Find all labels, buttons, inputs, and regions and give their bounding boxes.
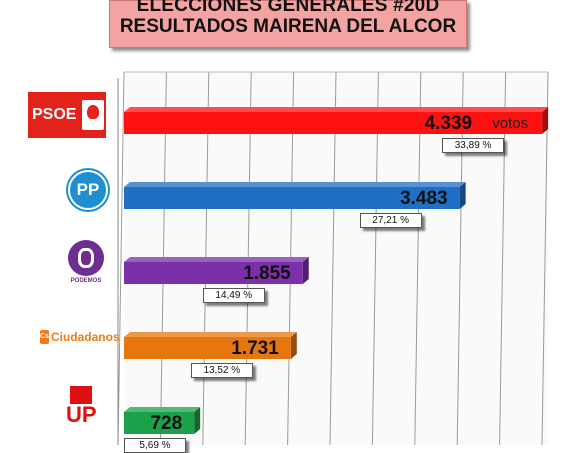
grid-line: [371, 71, 379, 445]
ciudadanos-logo: Cs Ciudadanos: [40, 326, 120, 348]
grid-line: [414, 71, 422, 445]
ciudadanos-logo-text: Ciudadanos: [50, 330, 120, 344]
bar-top: [124, 107, 549, 112]
bar-value-label: 728: [150, 413, 182, 434]
psoe-logo-text: PSOE: [32, 106, 77, 123]
iu-flag-icon: [70, 386, 92, 404]
bar-value-label: 1.731: [231, 338, 279, 359]
pp-logo-text: PP: [76, 180, 100, 199]
grid-line: [499, 71, 507, 445]
ciudadanos-badge-icon: Cs: [40, 330, 49, 344]
bar-top: [124, 407, 201, 412]
bar: [124, 412, 195, 434]
grid-line: [117, 71, 125, 445]
bar-side: [302, 257, 309, 284]
bar-side: [459, 182, 466, 209]
rose-fist-icon: [82, 100, 105, 130]
bar-percent-label: 14,49 %: [202, 288, 265, 303]
bar: [124, 262, 303, 284]
podemos-logo-text: PODEMOS: [70, 278, 102, 284]
bar-value-label: 3.483: [400, 188, 448, 209]
bar: [124, 337, 291, 359]
bar-side: [290, 332, 297, 359]
pp-logo: PP: [68, 170, 108, 210]
bar-top: [124, 257, 309, 262]
bar-percent-label: 33,89 %: [442, 138, 505, 153]
podemos-logo: PODEMOS: [64, 240, 108, 288]
bar-percent-label: 13,52 %: [190, 363, 253, 378]
bar-value-label: 1.855: [243, 263, 291, 284]
psoe-logo: PSOE: [28, 92, 106, 138]
bar-side: [542, 107, 549, 134]
bar: [124, 112, 543, 134]
bar: [124, 187, 460, 209]
chart-title-box: ELECCIONES GENERALES #20D RESULTADOS MAI…: [109, 0, 467, 48]
bar-value-suffix: votos: [492, 115, 528, 132]
grid-line: [456, 71, 464, 445]
grid-line: [329, 71, 337, 445]
bar-percent-label: 27,21 %: [359, 213, 422, 228]
chart-title-line1: ELECCIONES GENERALES #20D: [136, 0, 440, 16]
chart-title-line2: RESULTADOS MAIRENA DEL ALCOR: [119, 16, 457, 37]
iu-up-logo-text: UP: [66, 402, 97, 427]
bar-top: [124, 182, 466, 187]
bar-side: [194, 407, 201, 434]
bar-value-label: 4.339: [425, 113, 473, 134]
bar-top: [124, 332, 297, 337]
bar-percent-label: 5,69 %: [124, 438, 186, 453]
iu-up-logo: UP: [64, 386, 108, 436]
grid-line: [541, 71, 549, 445]
podemos-circle-icon: [68, 240, 104, 276]
